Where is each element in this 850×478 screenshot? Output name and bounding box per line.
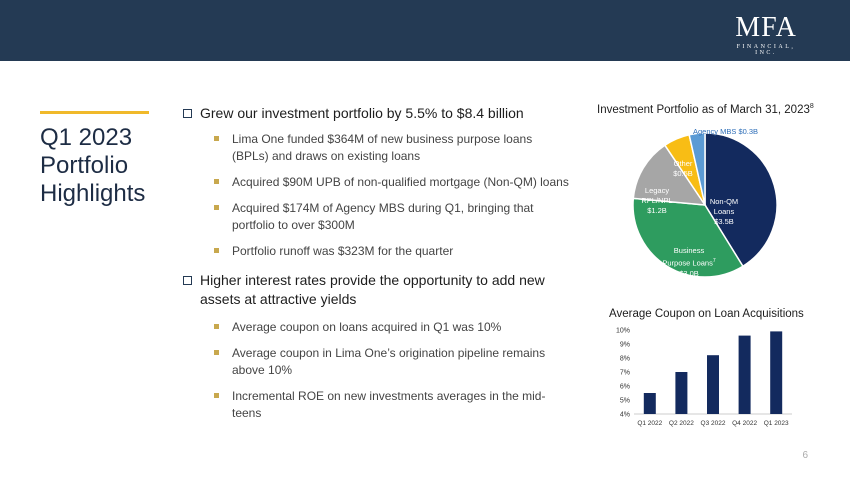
slide-title: Q1 2023 Portfolio Highlights [40,124,146,207]
bar [707,355,719,414]
square-bullet-icon [214,248,219,253]
pie-slice-value: $0.3B [738,127,759,136]
square-bullet-icon [214,179,219,184]
x-tick-label: Q1 2022 [637,420,662,427]
x-tick-label: Q2 2022 [669,420,694,427]
square-bullet-icon [214,205,219,210]
logo-wordmark: MFA [735,12,797,43]
pie-slice-label: Other $0.5B [661,159,705,179]
pie-slice-value: $3.5B [714,217,734,226]
title-accent-line [40,111,149,114]
pie-slice-label: Business Purpose Loans7 $3.0B [659,246,719,279]
pie-slice-label: Non-QM Loans $3.5B [702,197,746,227]
pie-slice-footnote: 7 [712,258,716,264]
sub-bullet-text: Portfolio runoff was $323M for the quart… [232,244,454,258]
sub-bullet: Average coupon on loans acquired in Q1 w… [180,319,570,336]
pie-chart-title-footnote: 8 [809,103,814,110]
sub-bullet: Acquired $174M of Agency MBS during Q1, … [180,200,570,234]
y-tick-label: 10% [616,328,630,335]
sub-bullet-text: Average coupon on loans acquired in Q1 w… [232,320,502,334]
bar [738,335,751,414]
x-tick-label: Q3 2022 [701,420,726,427]
logo-subtitle: FINANCIAL, INC. [736,44,796,56]
highlights-list: Grew our investment portfolio by 5.5% to… [180,104,570,431]
x-tick-label: Q4 2022 [732,420,757,427]
pie-slice-name: Business Purpose Loans [662,246,713,268]
main-bullet-text: Higher interest rates provide the opport… [200,272,545,307]
bar-chart-title: Average Coupon on Loan Acquisitions [609,308,804,320]
pie-slice-value: $3.0B [679,268,699,278]
portfolio-pie-chart [632,132,778,278]
x-tick-label: Q1 2023 [764,420,789,427]
main-bullet-text: Grew our investment portfolio by 5.5% to… [200,105,524,121]
bar [770,331,783,414]
pie-slice [632,144,707,206]
pie-slice-name: Other [673,159,693,168]
pie-slice-name: Legacy RPL/NPL [641,186,673,205]
y-tick-label: 9% [620,342,630,349]
y-tick-label: 5% [620,398,630,405]
sub-bullet: Incremental ROE on new investments avera… [180,388,570,422]
sub-bullet: Lima One funded $364M of new business pu… [180,131,570,165]
sub-bullet-text: Acquired $90M UPB of non-qualified mortg… [232,175,569,189]
pie-slice-label: Legacy RPL/NPL $1.2B [635,186,679,216]
y-tick-label: 6% [620,384,630,391]
y-tick-label: 7% [620,370,630,377]
bar [643,393,656,414]
sub-bullet-text: Lima One funded $364M of new business pu… [232,132,533,163]
pie-slice-name: Non-QM Loans [709,197,739,216]
square-bullet-icon [214,350,219,355]
square-bullet-icon [214,393,219,398]
pie-slice [632,197,744,278]
pie-slice-label: Agency MBS $0.3B [693,127,758,137]
square-bullet-icon [214,324,219,329]
y-tick-label: 8% [620,356,630,363]
page-number: 6 [802,450,808,461]
company-logo: MFA FINANCIAL, INC. [726,12,806,57]
pie-slice [688,132,706,206]
sub-bullet-text: Average coupon in Lima One’s origination… [232,346,546,377]
pie-slice-value: $1.2B [647,206,667,215]
checkbox-bullet-icon [183,109,192,118]
main-bullet: Higher interest rates provide the opport… [180,271,570,309]
sub-bullet: Acquired $90M UPB of non-qualified mortg… [180,174,570,191]
pie-slice-name: Agency MBS [693,127,737,136]
pie-chart-title: Investment Portfolio as of March 31, 202… [597,103,814,116]
square-bullet-icon [214,136,219,141]
header-bar: MFA FINANCIAL, INC. [0,0,850,61]
coupon-bar-chart: 4% 5% 6% 7% 8% 9% 10% Q1 2022 Q2 2022 Q3 2022 Q4 2… [616,328,792,427]
pie-slice-value: $0.5B [673,169,693,178]
sub-bullet-text: Incremental ROE on new investments avera… [232,389,546,420]
sub-bullet: Average coupon in Lima One’s origination… [180,345,570,379]
sub-bullet: Portfolio runoff was $323M for the quart… [180,243,570,260]
y-tick-label: 4% [620,412,630,419]
main-bullet: Grew our investment portfolio by 5.5% to… [180,104,570,123]
checkbox-bullet-icon [183,276,192,285]
sub-bullet-text: Acquired $174M of Agency MBS during Q1, … [232,201,534,232]
bar [675,372,688,414]
pie-chart-title-text: Investment Portfolio as of March 31, 202… [597,103,810,116]
pie-leader-line [691,134,698,141]
